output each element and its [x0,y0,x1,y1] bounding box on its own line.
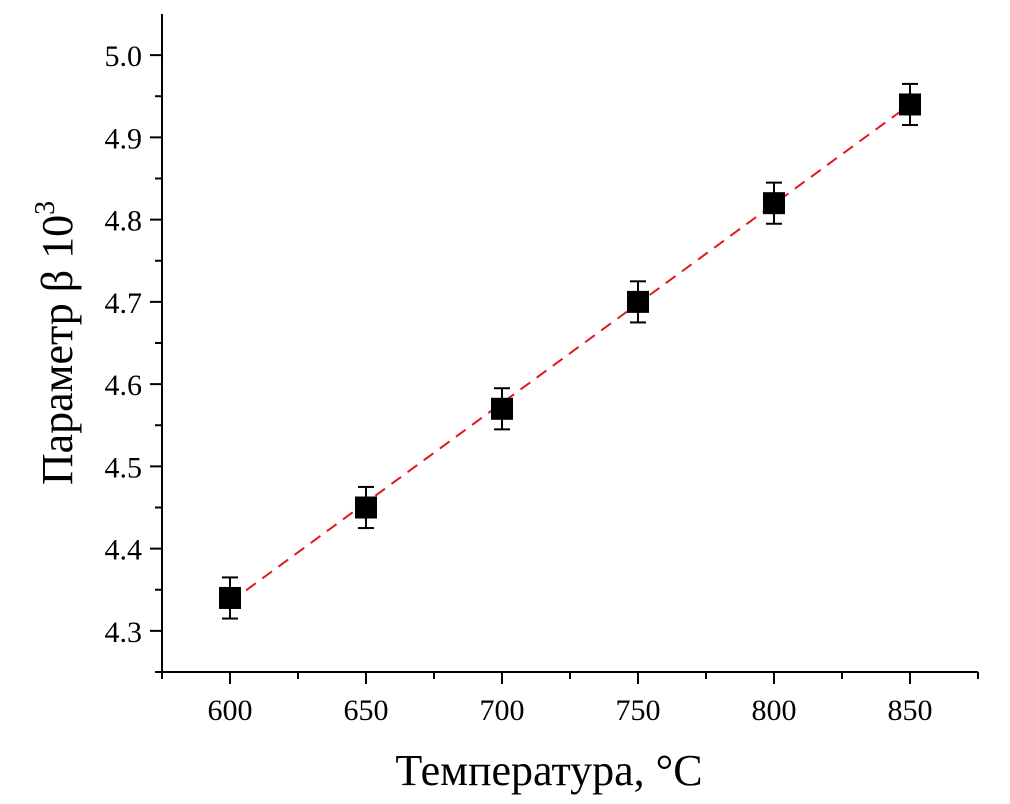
data-point [219,586,241,609]
x-tick-label: 750 [616,694,661,727]
data-point [627,290,649,313]
y-tick-label: 4.5 [105,451,143,484]
data-point [899,93,921,116]
y-axis-title-superscript: 3 [30,201,61,215]
data-point [763,192,785,215]
error-bars [222,82,918,620]
x-tick-label: 800 [752,694,797,727]
y-tick-label: 4.7 [105,287,143,320]
data-point [491,397,513,420]
y-axis-ticks: 4.3 4.4 4.5 4.6 4.7 4.8 4.9 5.0 [105,40,162,673]
x-axis-title: Температура, °C [395,746,702,795]
y-tick-label: 4.3 [105,616,143,649]
x-tick-label: 850 [888,694,933,727]
y-tick-label: 4.6 [105,369,143,402]
fit-line [229,103,911,603]
axes [161,14,978,673]
data-point [355,496,377,519]
y-tick-label: 5.0 [105,40,143,73]
y-tick-label: 4.9 [105,122,143,155]
x-tick-label: 650 [344,694,389,727]
data-points [219,93,921,609]
y-axis-title-text: Параметр β 10 [33,215,82,485]
x-tick-label: 600 [208,694,253,727]
y-tick-label: 4.8 [105,205,143,238]
fit-line-group [229,103,911,603]
x-tick-label: 700 [480,694,525,727]
x-axis-ticks: 600 650 700 750 800 850 [161,672,979,727]
y-tick-label: 4.4 [105,534,143,567]
y-axis-title: Параметр β 103 [30,201,82,485]
